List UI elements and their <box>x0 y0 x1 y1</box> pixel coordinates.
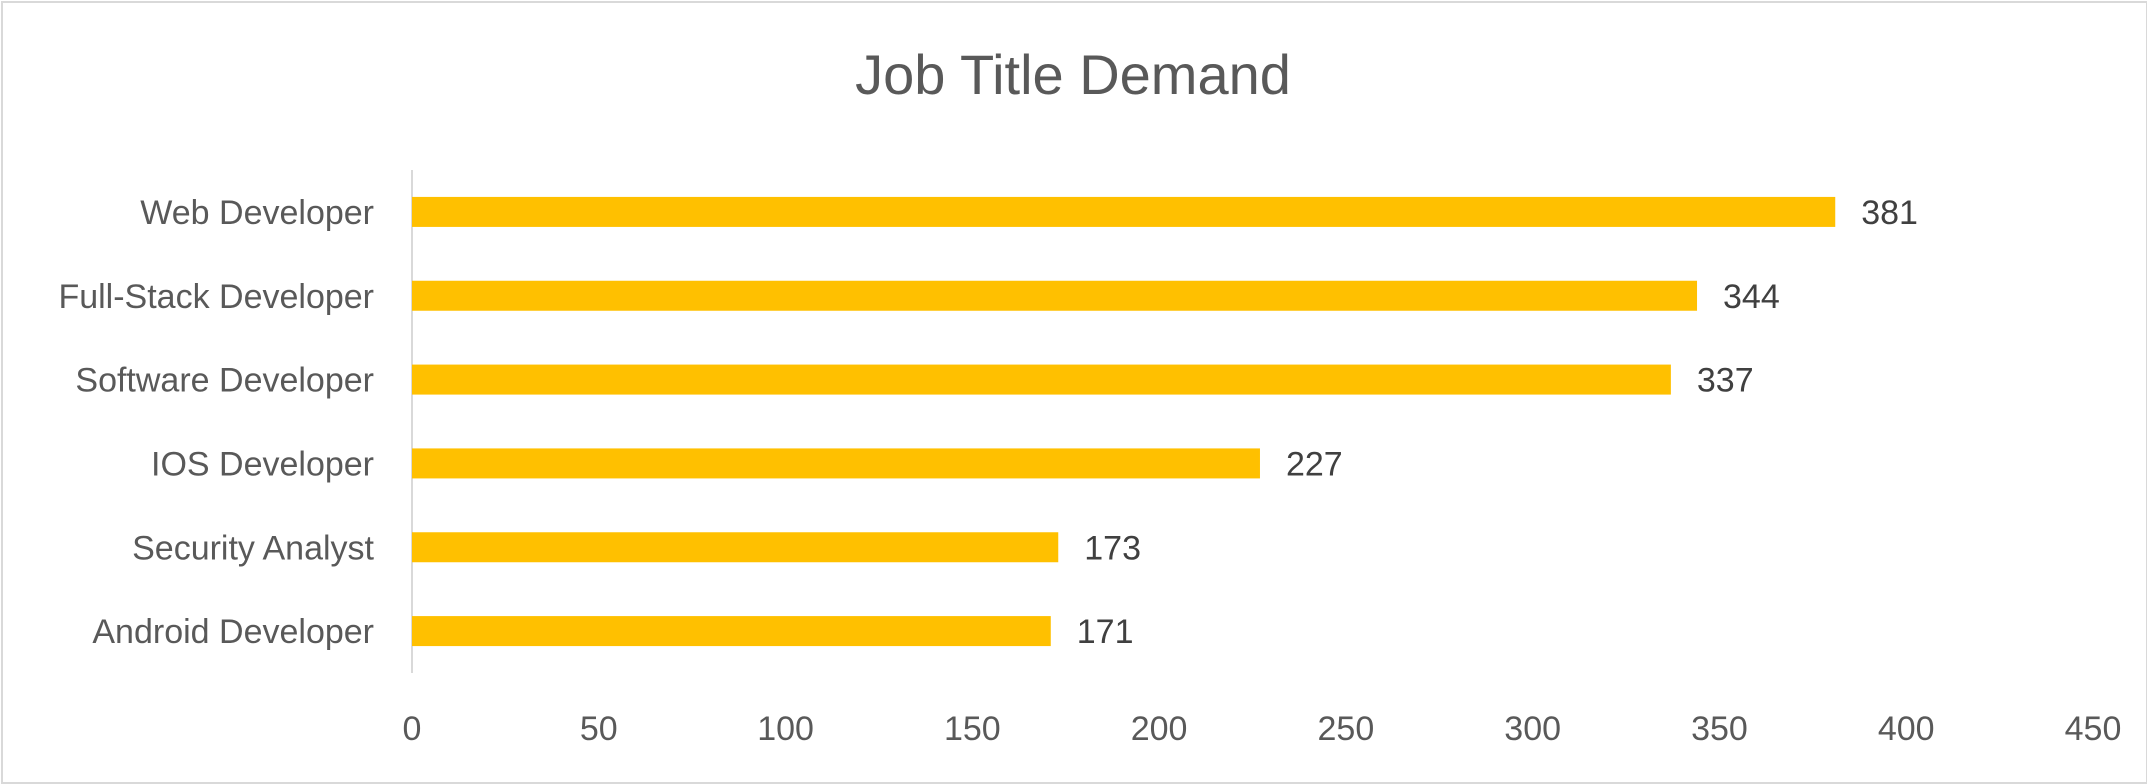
x-tick-label-1: 50 <box>580 710 618 748</box>
data-label-0: 381 <box>1861 194 1918 232</box>
category-label-3: IOS Developer <box>151 445 374 483</box>
data-label-4: 173 <box>1084 529 1141 567</box>
x-tick-label-2: 100 <box>757 710 814 748</box>
chart-title: Job Title Demand <box>855 43 1291 106</box>
x-tick-label-6: 300 <box>1504 710 1561 748</box>
category-label-0: Web Developer <box>140 194 374 232</box>
data-label-5: 171 <box>1077 613 1134 651</box>
category-label-5: Android Developer <box>92 613 374 651</box>
x-tick-label-5: 250 <box>1318 710 1375 748</box>
category-label-1: Full-Stack Developer <box>58 278 374 316</box>
bar-1 <box>412 280 1698 311</box>
data-label-2: 337 <box>1697 362 1754 400</box>
bar-4 <box>412 532 1059 563</box>
data-label-1: 344 <box>1723 278 1780 316</box>
x-tick-label-8: 400 <box>1878 710 1935 748</box>
x-tick-label-0: 0 <box>403 710 422 748</box>
bar-3 <box>412 448 1260 479</box>
x-tick-label-7: 350 <box>1691 710 1748 748</box>
category-label-4: Security Analyst <box>132 529 374 567</box>
data-label-3: 227 <box>1286 445 1343 483</box>
bar-5 <box>412 616 1051 647</box>
category-label-2: Software Developer <box>75 362 374 400</box>
bar-2 <box>412 364 1671 395</box>
bar-0 <box>412 196 1836 227</box>
x-tick-label-9: 450 <box>2065 710 2122 748</box>
x-tick-label-3: 150 <box>944 710 1001 748</box>
x-tick-label-4: 200 <box>1131 710 1188 748</box>
